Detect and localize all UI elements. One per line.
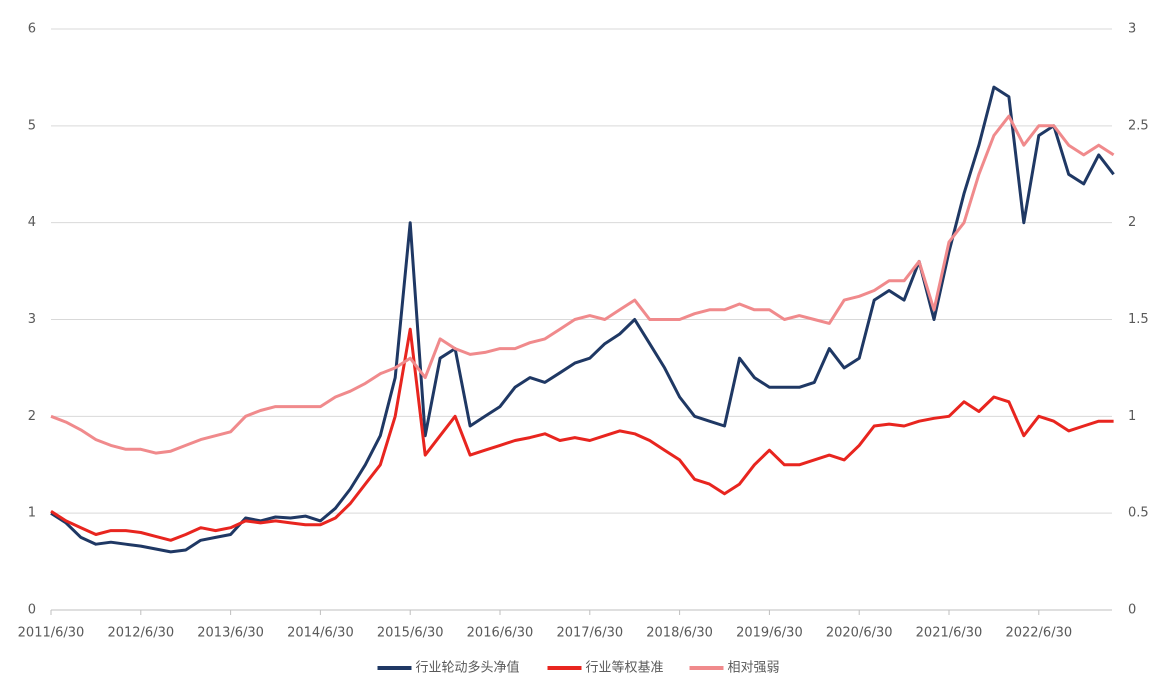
x-tick-label: 2018/6/30: [646, 626, 713, 641]
x-tick-label: 2014/6/30: [287, 626, 354, 641]
y2-tick-label: 3: [1128, 22, 1136, 37]
series-line: [50, 114, 1115, 455]
x-tick-label: 2019/6/30: [736, 626, 803, 641]
x-tick-label: 2013/6/30: [197, 626, 264, 641]
x-tick-label: 2017/6/30: [556, 626, 623, 641]
y-tick-label: 5: [28, 118, 36, 133]
y2-tick-label: 0: [1128, 603, 1136, 618]
y-tick-label: 2: [28, 409, 36, 424]
y-tick-label: 3: [28, 312, 36, 327]
x-tick-label: 2022/6/30: [1005, 626, 1072, 641]
y-tick-label: 1: [28, 506, 36, 521]
legend-label: 行业轮动多头净值: [416, 660, 520, 676]
y2-tick-label: 1: [1128, 409, 1136, 424]
y2-tick-label: 2.5: [1128, 118, 1149, 133]
y2-tick-label: 0.5: [1128, 506, 1149, 521]
x-tick-label: 2015/6/30: [377, 626, 444, 641]
x-tick-label: 2021/6/30: [916, 626, 983, 641]
legend-label: 相对强弱: [728, 661, 780, 676]
x-tick-label: 2011/6/30: [18, 626, 85, 641]
y-tick-label: 0: [28, 603, 36, 618]
y-tick-label: 4: [28, 215, 36, 230]
series-line: [50, 327, 1114, 542]
y-tick-label: 6: [28, 22, 36, 37]
x-tick-label: 2020/6/30: [826, 626, 893, 641]
legend-label: 行业等权基准: [586, 660, 664, 676]
y2-tick-label: 2: [1128, 215, 1136, 230]
x-tick-label: 2016/6/30: [467, 626, 534, 641]
x-tick-label: 2012/6/30: [107, 626, 174, 641]
y2-tick-label: 1.5: [1128, 312, 1149, 327]
series-line: [50, 85, 1115, 554]
